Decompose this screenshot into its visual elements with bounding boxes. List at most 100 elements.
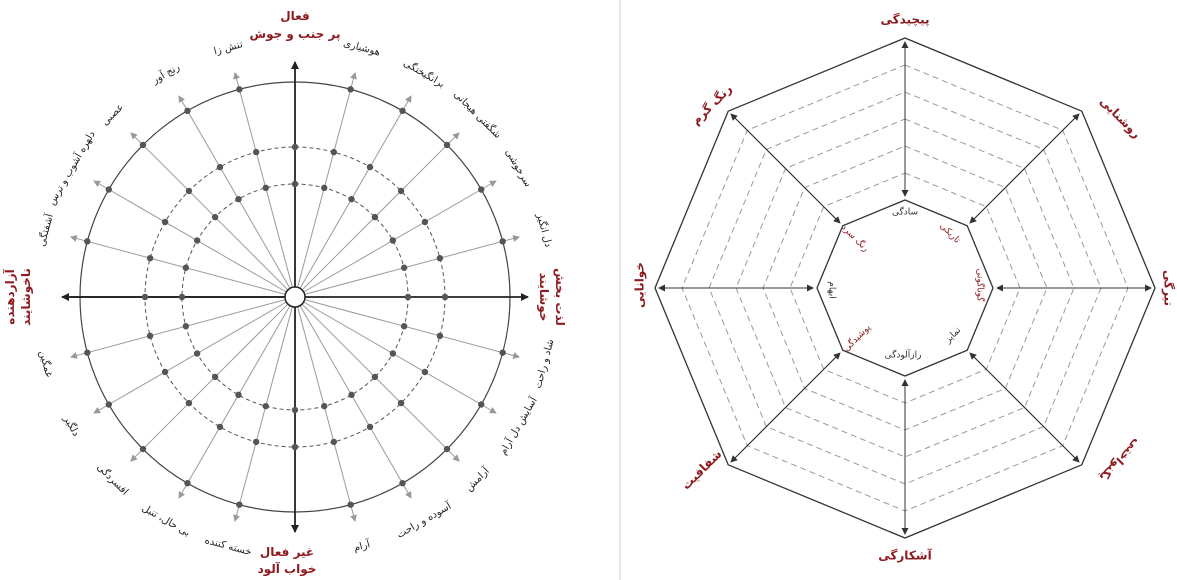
wheel-dot	[421, 218, 429, 226]
octagon-inner-label: رنگ سرد	[839, 221, 872, 254]
wheel-dot	[139, 445, 147, 453]
wheel-dot	[321, 402, 328, 410]
wheel-spoke	[130, 303, 289, 462]
wheel-dot	[262, 402, 269, 410]
wheel-dot	[185, 399, 193, 407]
octagon-inner-label: رازآلودگی	[885, 349, 922, 361]
wheel-dot	[499, 238, 506, 245]
wheel-dot	[184, 107, 191, 115]
octagon-outer	[654, 37, 1156, 539]
wheel-dot	[252, 148, 260, 156]
wheel-spoke-label: آرام	[352, 537, 373, 554]
wheel-dot	[146, 332, 154, 340]
wheel-spoke-label: عصبی	[100, 102, 126, 128]
axis-top-label-1: فعال	[280, 9, 310, 23]
wheel-spoke-label: آشفتگی	[35, 211, 56, 248]
octagon-grid-ring	[735, 118, 1075, 458]
wheel-dot	[216, 163, 224, 171]
wheel-dot	[105, 186, 113, 193]
wheel-spoke-label: دلهره آشوب و ترس	[45, 128, 98, 207]
wheel-dot	[330, 148, 338, 156]
wheel-dot	[235, 391, 242, 399]
octagon-axis-arrow	[734, 117, 841, 224]
octagon-inner-label: پوشیدگی	[840, 321, 873, 354]
wheel-dot	[262, 184, 269, 192]
wheel-spoke	[304, 299, 521, 359]
wheel-dot	[184, 479, 191, 487]
wheel-spoke	[303, 180, 497, 293]
wheel-dot	[443, 445, 451, 453]
wheel-spoke	[69, 299, 286, 359]
wheel-dot	[185, 187, 193, 195]
octagon-outer-label: تیرگی	[1162, 270, 1176, 306]
wheel-spoke	[178, 305, 291, 499]
wheel-dot	[291, 443, 299, 451]
wheel-dot	[146, 254, 154, 262]
wheel-spoke	[233, 306, 293, 523]
wheel-dot	[321, 184, 328, 192]
wheel-dot	[347, 86, 354, 93]
wheel-spoke-label: بی حال، تنبل	[140, 503, 192, 539]
wheel-dot	[348, 195, 355, 203]
wheel-dot	[389, 237, 397, 244]
wheel-spoke	[299, 305, 412, 499]
wheel-dot	[161, 218, 169, 226]
wheel-dot	[84, 238, 91, 245]
wheel-dot	[399, 107, 406, 115]
octagon-outer-label: آشکارگی	[878, 548, 932, 563]
octagon-inner-label: تمایز	[943, 325, 964, 346]
wheel-spoke	[304, 235, 521, 295]
wheel-spoke-label: افسردگی	[94, 461, 130, 497]
wheel-dots	[84, 86, 506, 508]
wheel-spoke	[178, 95, 291, 289]
wheel-dot	[371, 373, 379, 381]
octagon-axis-arrow	[969, 117, 1076, 224]
wheel-dot	[291, 180, 299, 188]
wheel-dot	[178, 293, 186, 301]
axis-bottom-label-2: خواب آلود	[258, 561, 317, 577]
wheel-spoke-label: دلگیر	[61, 413, 83, 439]
wheel-spoke-label: غمگین	[36, 349, 55, 378]
wheel-dot	[291, 143, 299, 151]
wheel-spoke	[233, 71, 293, 288]
wheel-dot	[330, 438, 338, 446]
octagon-inner-label: گوناگونی	[975, 268, 987, 302]
wheel-dot	[477, 186, 485, 193]
wheel-dot	[252, 438, 260, 446]
wheel-dot	[235, 195, 242, 203]
octagon-inner-label: تاریکی	[937, 221, 962, 246]
wheel-spoke-label: هوشیاری	[342, 38, 381, 58]
wheel-dot	[499, 349, 506, 356]
wheel-spoke	[93, 180, 287, 293]
wheel-spokes	[69, 71, 521, 523]
wheel-spoke-label: سرخوشی	[503, 147, 534, 189]
wheel-spoke-label: خسته کننده	[203, 535, 252, 558]
wheel-dot	[477, 401, 485, 408]
wheel-dot	[139, 141, 147, 149]
wheel-dot	[182, 323, 190, 330]
octagon-outer-label: خوانایی	[633, 262, 648, 308]
octagon-outer-label: پیچیدگی	[880, 13, 929, 27]
wheel-spoke	[299, 95, 412, 289]
octagon-inner	[816, 199, 994, 377]
wheel-dot	[193, 350, 201, 357]
wheel-spoke-label: تنش زا	[213, 39, 244, 57]
axis-left-label-2: ناخوشایند	[19, 268, 34, 326]
axis-left-label-1: آزاردهنده	[2, 268, 17, 324]
wheel-spoke	[93, 301, 287, 414]
wheel-dot	[182, 264, 190, 271]
wheel-dot	[84, 349, 91, 356]
wheel-spoke-label: دل انگیز	[534, 211, 555, 248]
wheel-spoke	[130, 132, 289, 291]
wheel-spoke	[301, 303, 460, 462]
wheel-dot	[348, 391, 355, 399]
wheel-dot	[216, 423, 224, 431]
wheel-dot	[400, 264, 408, 271]
wheel-spoke-label: رنج آور	[149, 60, 182, 87]
wheel-spoke	[297, 306, 357, 523]
wheel-dot	[105, 401, 113, 408]
wheel-dot	[421, 368, 429, 376]
octagon-inner-label: سادگی	[892, 206, 918, 218]
